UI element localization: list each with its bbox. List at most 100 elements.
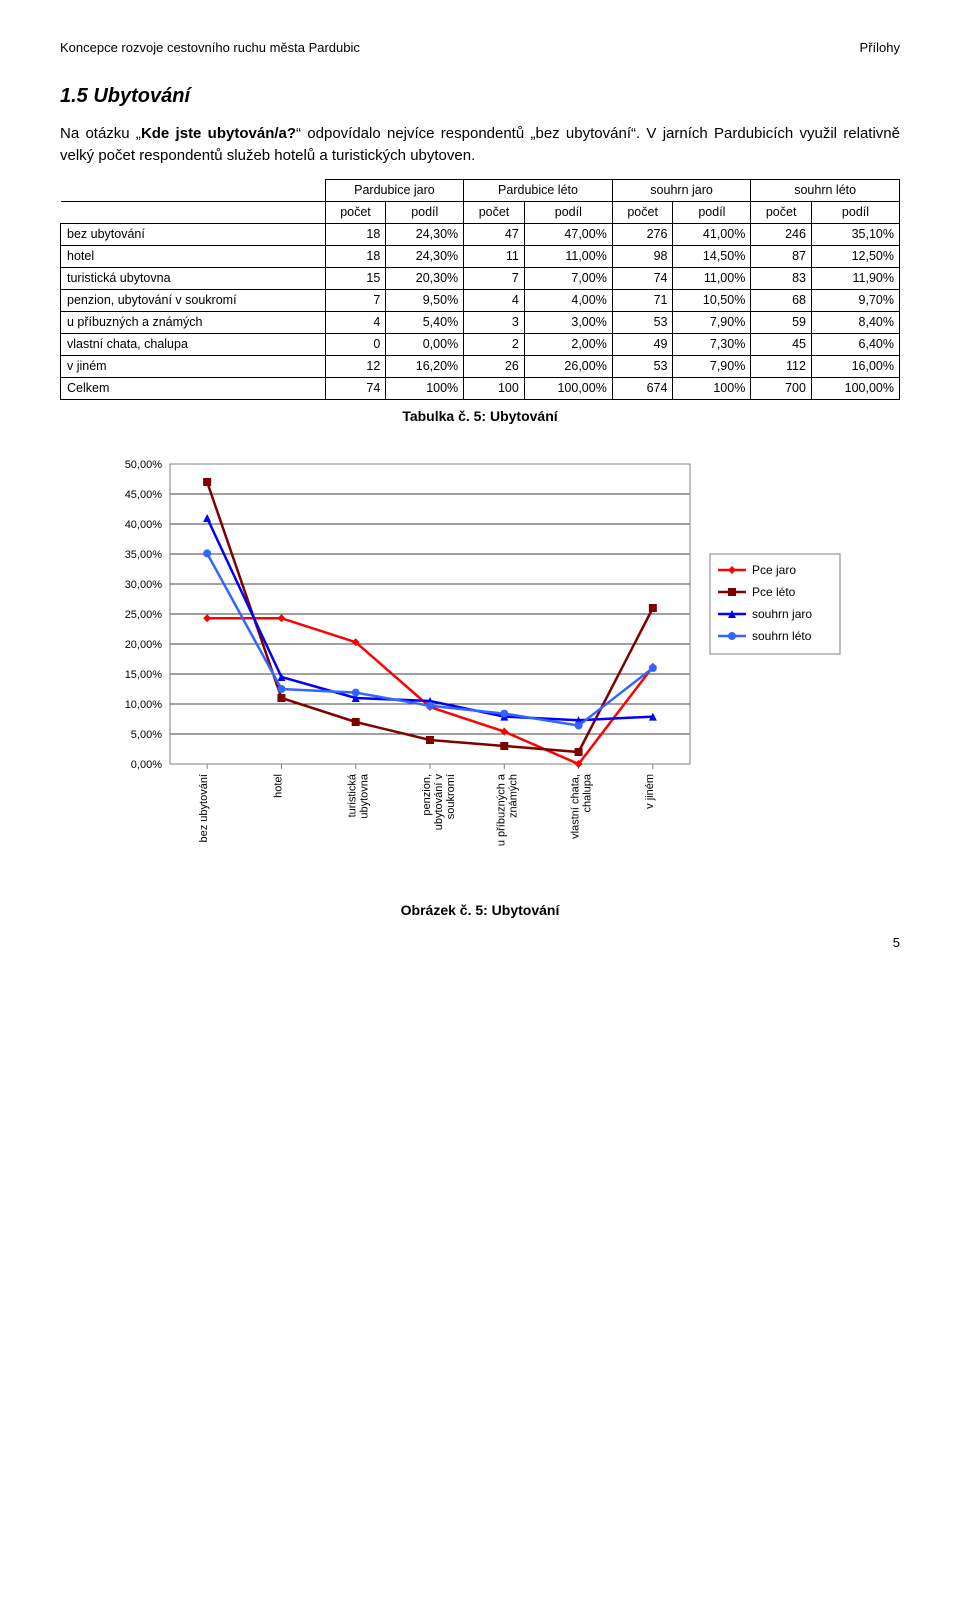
table-cell: 71 <box>612 289 673 311</box>
svg-text:10,00%: 10,00% <box>125 699 163 711</box>
table-cell: 3,00% <box>524 311 612 333</box>
row-label: bez ubytování <box>61 223 326 245</box>
header-right: Přílohy <box>860 40 900 55</box>
svg-text:Pce léto: Pce léto <box>752 585 796 599</box>
sub-header: počet <box>612 201 673 223</box>
table-cell: 59 <box>751 311 812 333</box>
table-cell: 6,40% <box>811 333 899 355</box>
group-header: souhrn jaro <box>612 179 751 201</box>
svg-text:50,00%: 50,00% <box>125 459 163 471</box>
svg-text:Pce jaro: Pce jaro <box>752 563 796 577</box>
table-cell: 14,50% <box>673 245 751 267</box>
table-cell: 276 <box>612 223 673 245</box>
table-row: hotel1824,30%1111,00%9814,50%8712,50% <box>61 245 900 267</box>
table-cell: 15 <box>325 267 386 289</box>
table-cell: 7 <box>464 267 525 289</box>
row-label: u příbuzných a známých <box>61 311 326 333</box>
page-header: Koncepce rozvoje cestovního ruchu města … <box>60 40 900 55</box>
table-sub-header-row: počet podíl počet podíl počet podíl poče… <box>61 201 900 223</box>
table-cell: 100,00% <box>811 377 899 399</box>
table-cell: 4,00% <box>524 289 612 311</box>
svg-text:hotel: hotel <box>272 774 284 798</box>
svg-text:souhrn jaro: souhrn jaro <box>752 607 812 621</box>
svg-text:v jiném: v jiném <box>644 774 656 809</box>
group-header: Pardubice jaro <box>325 179 464 201</box>
svg-text:penzion,: penzion, <box>421 774 433 816</box>
table-cell: 53 <box>612 355 673 377</box>
table-cell: 20,30% <box>386 267 464 289</box>
group-header: Pardubice léto <box>464 179 613 201</box>
table-row: turistická ubytovna1520,30%77,00%7411,00… <box>61 267 900 289</box>
table-row: penzion, ubytování v soukromí79,50%44,00… <box>61 289 900 311</box>
svg-text:soukromí: soukromí <box>445 774 457 819</box>
table-cell: 9,50% <box>386 289 464 311</box>
table-cell: 100,00% <box>524 377 612 399</box>
svg-text:0,00%: 0,00% <box>131 759 162 771</box>
table-cell: 7 <box>325 289 386 311</box>
svg-text:5,00%: 5,00% <box>131 729 162 741</box>
table-cell: 16,00% <box>811 355 899 377</box>
table-cell: 45 <box>751 333 812 355</box>
table-cell: 7,90% <box>673 355 751 377</box>
sub-header: počet <box>751 201 812 223</box>
sub-header: počet <box>464 201 525 223</box>
table-cell: 3 <box>464 311 525 333</box>
row-label: Celkem <box>61 377 326 399</box>
table-caption: Tabulka č. 5: Ubytování <box>60 408 900 424</box>
table-cell: 2 <box>464 333 525 355</box>
section-heading: 1.5 Ubytování <box>60 85 900 108</box>
row-label: vlastní chata, chalupa <box>61 333 326 355</box>
svg-text:20,00%: 20,00% <box>125 639 163 651</box>
svg-text:15,00%: 15,00% <box>125 669 163 681</box>
data-table: Pardubice jaro Pardubice léto souhrn jar… <box>60 179 900 400</box>
table-cell: 49 <box>612 333 673 355</box>
table-cell: 18 <box>325 223 386 245</box>
table-cell: 0 <box>325 333 386 355</box>
table-cell: 16,20% <box>386 355 464 377</box>
figure-caption: Obrázek č. 5: Ubytování <box>60 902 900 918</box>
row-label: turistická ubytovna <box>61 267 326 289</box>
table-cell: 0,00% <box>386 333 464 355</box>
group-header: souhrn léto <box>751 179 900 201</box>
svg-text:ubytovna: ubytovna <box>359 773 371 819</box>
table-cell: 700 <box>751 377 812 399</box>
svg-text:40,00%: 40,00% <box>125 519 163 531</box>
table-cell: 18 <box>325 245 386 267</box>
table-cell: 74 <box>325 377 386 399</box>
table-cell: 674 <box>612 377 673 399</box>
sub-header: počet <box>325 201 386 223</box>
table-cell: 68 <box>751 289 812 311</box>
table-cell: 4 <box>464 289 525 311</box>
table-row: v jiném1216,20%2626,00%537,90%11216,00% <box>61 355 900 377</box>
table-cell: 74 <box>612 267 673 289</box>
svg-text:30,00%: 30,00% <box>125 579 163 591</box>
table-cell: 26 <box>464 355 525 377</box>
table-cell: 112 <box>751 355 812 377</box>
table-row: Celkem74100%100100,00%674100%700100,00% <box>61 377 900 399</box>
svg-text:známých: známých <box>507 774 519 818</box>
table-cell: 7,90% <box>673 311 751 333</box>
table-cell: 8,40% <box>811 311 899 333</box>
svg-text:turistická: turistická <box>347 773 359 817</box>
table-cell: 9,70% <box>811 289 899 311</box>
table-cell: 41,00% <box>673 223 751 245</box>
table-cell: 47 <box>464 223 525 245</box>
section-paragraph: Na otázku „Kde jste ubytován/a?“ odpovíd… <box>60 123 900 167</box>
sub-header: podíl <box>673 201 751 223</box>
page-number: 5 <box>893 935 900 950</box>
table-cell: 53 <box>612 311 673 333</box>
table-cell: 98 <box>612 245 673 267</box>
table-row: u příbuzných a známých45,40%33,00%537,90… <box>61 311 900 333</box>
table-cell: 246 <box>751 223 812 245</box>
svg-text:25,00%: 25,00% <box>125 609 163 621</box>
sub-header: podíl <box>811 201 899 223</box>
header-left: Koncepce rozvoje cestovního ruchu města … <box>60 40 360 55</box>
accommodation-chart: 0,00% 5,00% 10,00% 15,00% 20,00% 25,00% 30,00%… <box>100 454 860 884</box>
table-cell: 12,50% <box>811 245 899 267</box>
table-cell: 100% <box>673 377 751 399</box>
svg-text:ubytování v: ubytování v <box>433 773 445 830</box>
table-cell: 10,50% <box>673 289 751 311</box>
table-cell: 100% <box>386 377 464 399</box>
table-cell: 5,40% <box>386 311 464 333</box>
table-cell: 11,00% <box>673 267 751 289</box>
